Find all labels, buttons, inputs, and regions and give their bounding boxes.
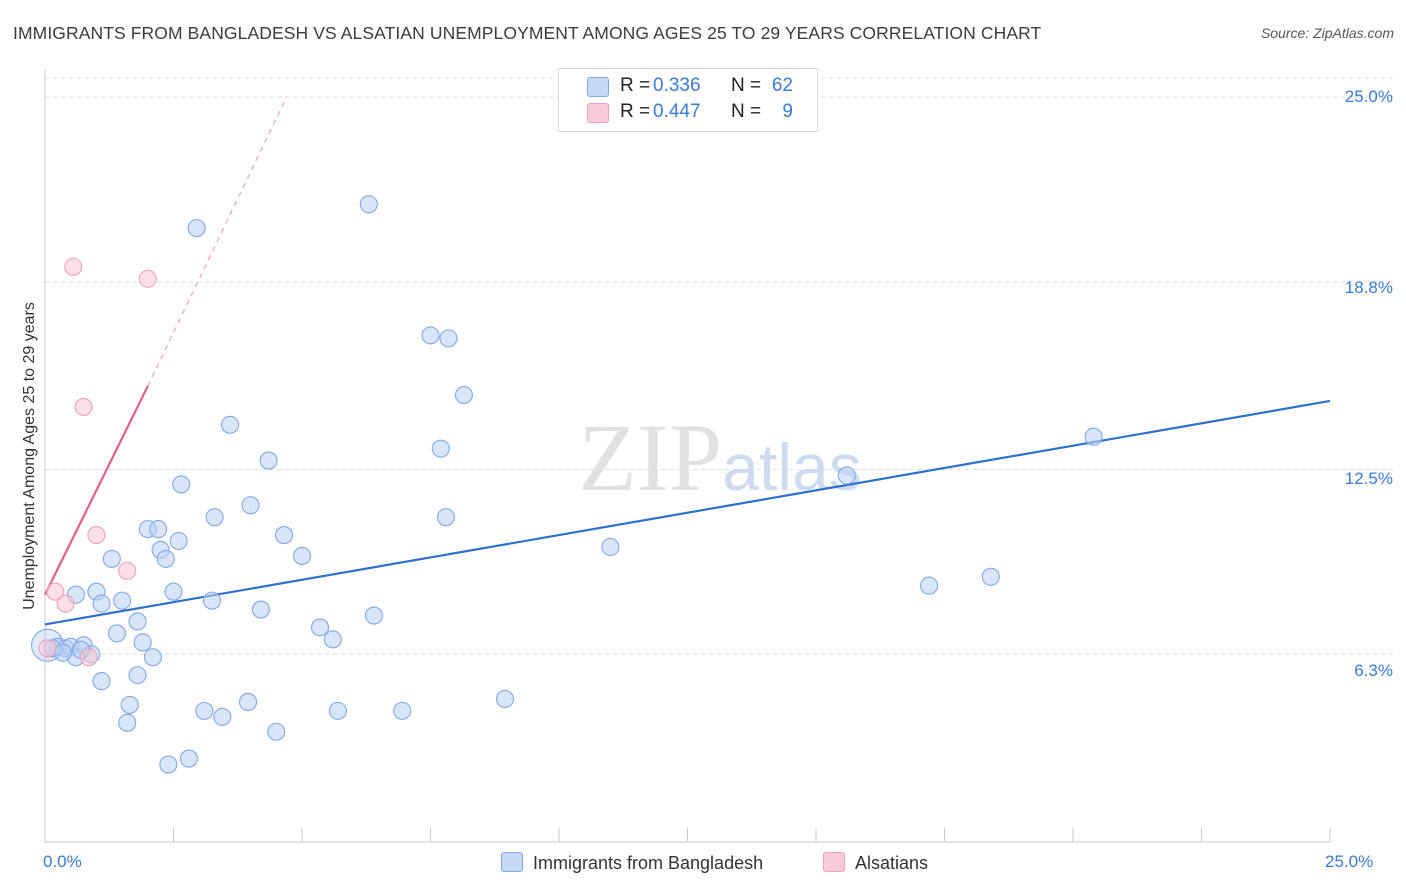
- alsatian-point: [46, 582, 65, 601]
- bangladesh-point: [323, 630, 342, 649]
- watermark: ZIPatlas: [578, 404, 861, 511]
- y-tick-label: 25.0%: [1344, 87, 1393, 106]
- legend-swatch-alsatians: [587, 103, 609, 123]
- bottom-legend-label-bangladesh: Immigrants from Bangladesh: [533, 853, 764, 873]
- bottom-legend-swatch-bangladesh: [501, 852, 523, 872]
- legend-n-value: 62: [771, 75, 793, 96]
- bangladesh-point: [128, 612, 147, 631]
- bangladesh-point: [454, 385, 473, 405]
- bottom-legend-alsatians[interactable]: Alsatians: [823, 852, 928, 874]
- bangladesh-point: [169, 531, 188, 551]
- legend-swatch-bangladesh: [587, 77, 609, 97]
- watermark-atlas-text: atlas: [722, 430, 861, 504]
- bangladesh-point: [601, 537, 620, 557]
- legend-n-value: 9: [782, 101, 793, 122]
- bangladesh-point: [837, 466, 856, 485]
- legend-row-alsatians: R = 0.447 N = 9: [559, 100, 817, 126]
- bangladesh-point: [238, 692, 258, 711]
- x-tick-label-max: 25.0%: [1325, 852, 1374, 871]
- trend-line-0: [44, 399, 1331, 626]
- bangladesh-point: [143, 648, 162, 667]
- bottom-legend-label-alsatians: Alsatians: [855, 853, 929, 873]
- bangladesh-point: [149, 520, 168, 539]
- bangladesh-point: [92, 594, 111, 613]
- alsatian-point: [138, 269, 157, 288]
- bangladesh-point: [113, 591, 132, 610]
- alsatian-point: [87, 526, 106, 545]
- bangladesh-point: [359, 195, 378, 214]
- legend-r-value: 0.447: [653, 101, 701, 122]
- watermark-zip-text: ZIP: [578, 404, 722, 511]
- trend-lines: [44, 96, 1331, 626]
- data-points: [31, 195, 1103, 774]
- gridlines: [45, 77, 1393, 655]
- alsatian-point: [74, 397, 93, 416]
- trend-line-extension-1: [147, 96, 288, 387]
- bangladesh-point: [981, 567, 1000, 586]
- chart-title: IMMIGRANTS FROM BANGLADESH VS ALSATIAN U…: [13, 23, 1042, 43]
- bangladesh-point: [274, 526, 294, 545]
- bangladesh-point: [187, 219, 206, 238]
- bangladesh-point: [213, 707, 232, 726]
- bottom-legend-bangladesh[interactable]: Immigrants from Bangladesh: [501, 852, 763, 874]
- bangladesh-point: [292, 546, 312, 565]
- bangladesh-point: [164, 582, 183, 601]
- bangladesh-point: [251, 600, 270, 619]
- bangladesh-point: [364, 606, 384, 625]
- y-tick-label: 6.3%: [1354, 661, 1393, 680]
- bangladesh-point: [92, 672, 111, 691]
- legend-r-label: R =: [620, 101, 651, 122]
- alsatian-point: [64, 257, 83, 276]
- bangladesh-point: [439, 329, 458, 348]
- bangladesh-point: [393, 701, 412, 720]
- bangladesh-point: [128, 666, 147, 685]
- bangladesh-point: [159, 755, 178, 774]
- alsatian-point: [79, 648, 98, 667]
- legend-n-label: N =: [731, 101, 762, 122]
- bangladesh-point: [1084, 427, 1103, 446]
- bangladesh-point: [195, 701, 214, 720]
- x-tick-label-min: 0.0%: [43, 852, 82, 871]
- bangladesh-point: [107, 624, 127, 643]
- bangladesh-point: [267, 722, 286, 741]
- bangladesh-point: [53, 643, 73, 662]
- bangladesh-point: [172, 475, 191, 494]
- y-tick-label: 12.5%: [1344, 469, 1393, 488]
- legend-r-label: R =: [620, 75, 651, 96]
- bangladesh-point: [310, 618, 330, 637]
- y-tick-label: 18.8%: [1344, 278, 1393, 297]
- correlation-legend: R = 0.336 N = 62 R = 0.447 N = 9: [558, 68, 818, 132]
- bangladesh-point: [205, 508, 224, 527]
- bottom-legend-swatch-alsatians: [823, 852, 845, 872]
- legend-row-bangladesh: R = 0.336 N = 62: [559, 74, 817, 100]
- bangladesh-point: [920, 576, 939, 595]
- bangladesh-point: [133, 633, 152, 652]
- bangladesh-point: [203, 591, 222, 610]
- bangladesh-point: [421, 326, 440, 345]
- legend-r-value: 0.336: [653, 75, 701, 96]
- bangladesh-point: [120, 695, 139, 714]
- alsatian-point: [56, 594, 75, 613]
- axes: [44, 70, 1331, 843]
- bangladesh-point: [259, 451, 278, 470]
- bangladesh-point: [328, 701, 348, 720]
- bangladesh-point: [156, 549, 175, 568]
- bangladesh-point: [179, 749, 198, 768]
- source-credit[interactable]: Source: ZipAtlas.com: [1260, 25, 1394, 41]
- bangladesh-point: [431, 439, 450, 458]
- bangladesh-point: [241, 496, 260, 515]
- bangladesh-point: [495, 689, 515, 709]
- alsatian-point: [118, 561, 137, 580]
- legend-n-label: N =: [731, 75, 762, 96]
- bangladesh-point: [220, 415, 240, 434]
- trend-line-1: [44, 385, 149, 596]
- bangladesh-point: [102, 549, 121, 568]
- bangladesh-point: [118, 713, 137, 732]
- alsatian-point: [38, 639, 57, 658]
- bangladesh-point: [436, 508, 455, 527]
